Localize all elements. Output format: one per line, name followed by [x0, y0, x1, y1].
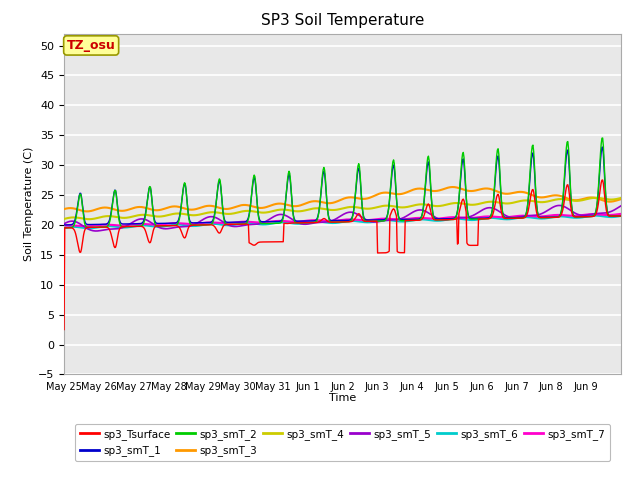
sp3_smT_5	[228, 223, 236, 229]
sp3_smT_5	[401, 214, 408, 220]
sp3_smT_3	[60, 206, 68, 212]
sp3_smT_4	[86, 216, 93, 222]
sp3_smT_7	[228, 220, 236, 226]
sp3_smT_4	[432, 203, 440, 209]
sp3_smT_5	[277, 212, 285, 217]
Line: sp3_smT_6: sp3_smT_6	[64, 216, 621, 228]
sp3_Tsurface	[617, 213, 625, 219]
Line: sp3_smT_7: sp3_smT_7	[64, 214, 621, 226]
sp3_smT_3	[449, 184, 456, 190]
sp3_smT_4	[277, 207, 285, 213]
sp3_smT_4	[591, 195, 599, 201]
sp3_smT_1	[125, 221, 133, 227]
sp3_smT_1	[431, 216, 439, 221]
sp3_smT_7	[126, 222, 134, 228]
Line: sp3_smT_5: sp3_smT_5	[64, 205, 621, 231]
sp3_smT_3	[432, 188, 440, 194]
sp3_smT_6	[432, 218, 440, 224]
sp3_smT_3	[228, 205, 236, 211]
Line: sp3_smT_2: sp3_smT_2	[64, 138, 621, 228]
sp3_Tsurface	[431, 217, 439, 223]
sp3_smT_1	[599, 144, 607, 150]
sp3_smT_4	[228, 211, 236, 216]
sp3_smT_2	[400, 218, 408, 224]
sp3_smT_1	[617, 213, 625, 219]
sp3_smT_4	[256, 210, 264, 216]
sp3_smT_6	[60, 225, 68, 231]
sp3_Tsurface	[599, 177, 607, 183]
sp3_smT_2	[125, 224, 133, 229]
sp3_smT_3	[277, 201, 285, 206]
sp3_smT_2	[255, 218, 263, 224]
sp3_smT_7	[277, 218, 285, 224]
sp3_smT_6	[256, 221, 264, 227]
sp3_Tsurface	[276, 239, 284, 245]
sp3_smT_5	[126, 221, 134, 227]
sp3_Tsurface	[255, 240, 263, 245]
sp3_smT_5	[617, 203, 625, 209]
sp3_smT_6	[617, 213, 625, 219]
sp3_smT_1	[276, 218, 284, 224]
sp3_smT_2	[60, 225, 68, 231]
sp3_smT_2	[276, 220, 284, 226]
sp3_smT_2	[228, 221, 236, 227]
Title: SP3 Soil Temperature: SP3 Soil Temperature	[260, 13, 424, 28]
sp3_smT_7	[60, 223, 68, 228]
sp3_smT_4	[126, 214, 134, 220]
sp3_smT_3	[83, 208, 91, 214]
sp3_smT_3	[401, 190, 408, 196]
sp3_smT_3	[617, 196, 625, 202]
sp3_smT_1	[228, 219, 236, 225]
sp3_smT_6	[277, 219, 285, 225]
sp3_Tsurface	[228, 221, 236, 227]
sp3_Tsurface	[60, 327, 68, 333]
sp3_smT_3	[126, 206, 134, 212]
sp3_smT_3	[256, 205, 264, 211]
Line: sp3_smT_1: sp3_smT_1	[64, 147, 621, 225]
sp3_smT_7	[617, 211, 625, 217]
sp3_smT_5	[256, 221, 264, 227]
sp3_smT_6	[86, 226, 93, 231]
sp3_smT_5	[432, 215, 440, 220]
sp3_smT_1	[255, 216, 263, 222]
sp3_Tsurface	[400, 250, 408, 255]
sp3_smT_2	[431, 216, 439, 222]
Line: sp3_smT_4: sp3_smT_4	[64, 198, 621, 219]
sp3_smT_5	[556, 203, 563, 208]
sp3_smT_2	[599, 135, 607, 141]
X-axis label: Time: Time	[329, 394, 356, 403]
sp3_smT_2	[617, 213, 625, 219]
Y-axis label: Soil Temperature (C): Soil Temperature (C)	[24, 147, 34, 261]
sp3_smT_1	[60, 222, 68, 228]
Line: sp3_Tsurface: sp3_Tsurface	[64, 180, 621, 330]
sp3_smT_6	[591, 213, 599, 218]
sp3_smT_7	[401, 216, 408, 222]
Text: TZ_osu: TZ_osu	[67, 39, 116, 52]
Line: sp3_smT_3: sp3_smT_3	[64, 187, 621, 211]
sp3_smT_6	[126, 224, 134, 230]
sp3_smT_1	[400, 216, 408, 222]
Legend: sp3_Tsurface, sp3_smT_1, sp3_smT_2, sp3_smT_3, sp3_smT_4, sp3_smT_5, sp3_smT_6, : sp3_Tsurface, sp3_smT_1, sp3_smT_2, sp3_…	[75, 424, 610, 461]
sp3_smT_4	[617, 195, 625, 201]
sp3_smT_5	[60, 221, 68, 227]
sp3_smT_6	[401, 218, 408, 224]
sp3_smT_5	[92, 228, 100, 234]
sp3_smT_7	[256, 220, 264, 226]
sp3_smT_6	[228, 222, 236, 228]
sp3_smT_4	[60, 216, 68, 222]
sp3_Tsurface	[125, 224, 133, 229]
sp3_smT_4	[401, 204, 408, 210]
sp3_smT_7	[432, 216, 440, 222]
sp3_smT_7	[83, 223, 90, 229]
